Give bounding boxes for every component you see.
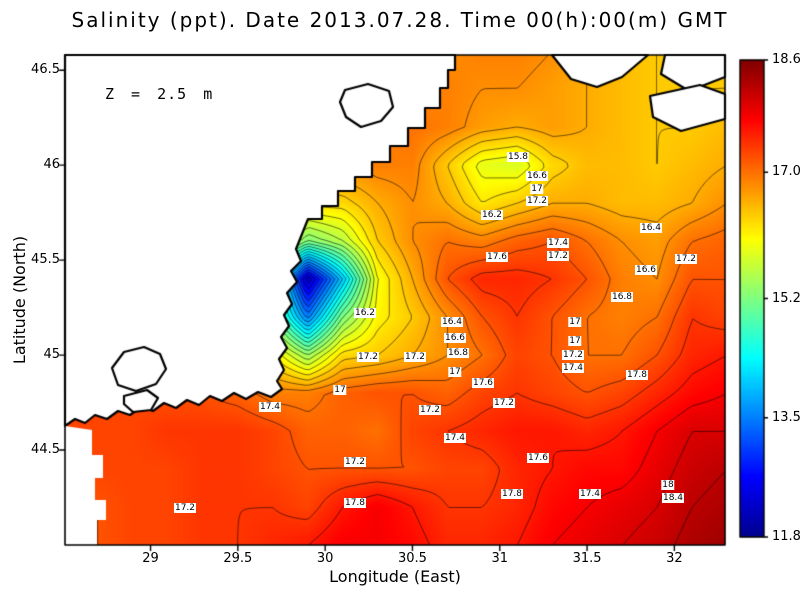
y-tick-label: 46 <box>43 157 60 173</box>
x-axis-label: Longitude (East) <box>329 567 461 586</box>
chart-title: Salinity (ppt). Date 2013.07.28. Time 00… <box>71 8 729 32</box>
contour-label: 17 <box>530 184 544 194</box>
contour-label: 17.2 <box>343 457 367 467</box>
colorbar-tick-label: 15.2 <box>772 290 800 306</box>
depth-annotation: Z = 2.5 m <box>105 85 214 103</box>
contour-label: 17.6 <box>526 453 550 463</box>
contour-label: 17.2 <box>525 196 549 206</box>
contour-label: 18.4 <box>661 493 685 503</box>
contour-label: 16.4 <box>639 223 663 233</box>
colorbar-tick-label: 18.6 <box>772 52 800 67</box>
contour-label: 17.4 <box>578 489 602 499</box>
colorbar-tick-label: 13.5 <box>772 409 800 425</box>
contour-label: 17.2 <box>546 251 570 261</box>
contour-label: 16.8 <box>446 348 470 358</box>
contour-label: 17.6 <box>485 252 509 262</box>
contour-label: 16.2 <box>353 308 377 318</box>
y-tick-label: 46.5 <box>31 62 60 78</box>
y-tick-label: 45.5 <box>31 252 60 268</box>
contour-label: 17.4 <box>546 238 570 248</box>
x-tick-label: 30 <box>316 551 334 566</box>
contour-label: 16.6 <box>525 171 549 181</box>
y-tick-label: 44.5 <box>31 442 60 458</box>
contour-label: 15.8 <box>506 152 530 162</box>
contour-label: 17.2 <box>356 352 380 362</box>
contour-label: 17.4 <box>443 433 467 443</box>
contour-label: 16.6 <box>443 333 467 343</box>
contour-label: 17 <box>568 317 582 327</box>
contour-label: 17 <box>448 367 462 377</box>
contour-label: 17.2 <box>403 352 427 362</box>
contour-label: 17 <box>333 385 347 395</box>
contour-label: 17 <box>568 336 582 346</box>
contour-label: 17.8 <box>343 498 367 508</box>
x-tick-label: 32 <box>666 551 683 566</box>
contour-label: 17.2 <box>418 405 442 415</box>
contour-label: 16.8 <box>610 292 634 302</box>
x-tick-label: 31.5 <box>572 551 602 566</box>
colorbar-tick-label: 17.0 <box>772 164 800 180</box>
contour-label: 16.2 <box>480 210 504 220</box>
contour-label: 16.4 <box>440 317 464 327</box>
contour-label: 17.6 <box>471 378 495 388</box>
y-tick-label: 45 <box>43 347 60 363</box>
contour-label: 17.4 <box>561 363 585 373</box>
contour-label: 17.2 <box>561 350 585 360</box>
x-tick-label: 29 <box>142 551 159 566</box>
contour-label: 16.6 <box>634 265 658 275</box>
x-tick-label: 29.5 <box>223 551 253 566</box>
x-tick-label: 30.5 <box>397 551 427 566</box>
contour-label: 17.8 <box>625 370 649 380</box>
contour-label: 17.2 <box>492 398 516 408</box>
contour-label: 17.4 <box>258 402 282 412</box>
contour-label: 17.2 <box>173 503 197 513</box>
y-axis-label: Latitude (North) <box>10 235 29 365</box>
contour-label: 18 <box>661 480 675 490</box>
x-tick-label: 31 <box>491 551 509 566</box>
contour-label: 17.8 <box>500 489 524 499</box>
contour-label: 17.2 <box>674 254 698 264</box>
colorbar-tick-label: 11.8 <box>772 529 800 544</box>
